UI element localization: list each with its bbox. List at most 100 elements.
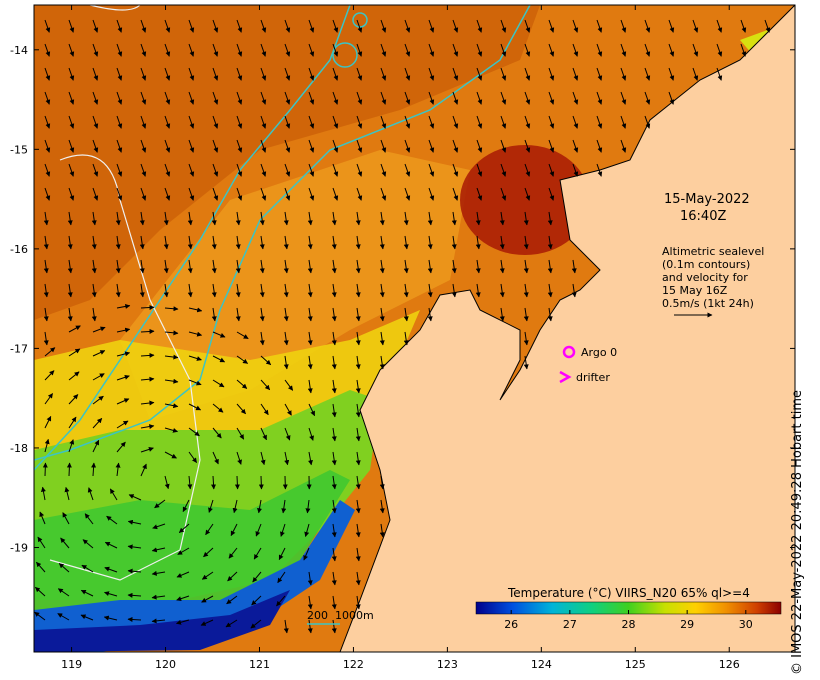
velocity-arrow [44, 91, 51, 105]
velocity-arrow [115, 259, 121, 274]
velocity-arrow [80, 589, 94, 597]
velocity-arrow [307, 307, 313, 322]
velocity-arrow [548, 43, 555, 57]
velocity-arrow [452, 139, 459, 153]
velocity-arrow [140, 67, 147, 81]
velocity-arrow [164, 19, 171, 33]
velocity-arrow [116, 19, 123, 33]
velocity-arrow [403, 211, 409, 226]
velocity-arrow [212, 379, 225, 388]
velocity-arrow [331, 523, 337, 538]
velocity-arrow [43, 259, 49, 274]
velocity-arrow [116, 303, 131, 309]
velocity-arrow [452, 67, 459, 81]
velocity-arrow [547, 259, 553, 274]
velocity-arrow [692, 19, 699, 33]
velocity-arrow [163, 283, 169, 298]
velocity-arrow [44, 187, 51, 201]
velocity-arrow [64, 486, 70, 501]
velocity-arrow [428, 91, 435, 105]
velocity-arrow [188, 187, 195, 201]
velocity-arrow [128, 494, 142, 501]
velocity-arrow [260, 163, 267, 177]
velocity-arrow [127, 544, 142, 550]
velocity-arrow [403, 259, 409, 274]
velocity-arrow [427, 283, 433, 298]
velocity-arrow [572, 139, 579, 153]
velocity-arrow [332, 139, 339, 153]
velocity-arrow [500, 91, 507, 105]
velocity-arrow [355, 499, 361, 514]
velocity-arrow [476, 67, 483, 81]
velocity-arrow [212, 19, 219, 33]
velocity-arrow [235, 235, 241, 250]
velocity-arrow [139, 235, 145, 250]
velocity-arrow [356, 67, 363, 81]
velocity-arrow [188, 163, 195, 177]
velocity-arrow [281, 499, 287, 514]
velocity-arrow [428, 43, 435, 57]
velocity-arrow [116, 67, 123, 81]
velocity-arrow [201, 571, 214, 580]
velocity-arrow [307, 211, 313, 226]
velocity-arrow [92, 187, 99, 201]
velocity-arrow [331, 379, 337, 394]
velocity-arrow [68, 163, 75, 177]
velocity-arrow [140, 328, 155, 334]
y-tick-label: -17 [10, 342, 28, 355]
velocity-arrow [235, 259, 241, 274]
velocity-arrow [379, 283, 385, 298]
velocity-arrow [355, 211, 361, 226]
velocity-arrow [476, 43, 483, 57]
y-tick-label: -16 [10, 243, 28, 256]
velocity-arrow [547, 211, 553, 226]
velocity-arrow [68, 91, 75, 105]
velocity-arrow [115, 235, 121, 250]
velocity-arrow [154, 499, 166, 509]
velocity-arrow [283, 307, 289, 322]
velocity-arrow [140, 163, 147, 177]
velocity-arrow [92, 139, 99, 153]
velocity-arrow [151, 547, 166, 553]
velocity-arrow [235, 283, 241, 298]
y-axis: -14 -15 -16 -17 -18 -19 [10, 44, 795, 554]
velocity-arrow [116, 91, 123, 105]
velocity-arrow [103, 615, 118, 621]
velocity-arrow [284, 91, 291, 105]
velocity-arrow [668, 19, 675, 33]
velocity-arrow [428, 19, 435, 33]
velocity-arrow [331, 259, 337, 274]
velocity-arrow [44, 115, 51, 129]
velocity-arrow [68, 139, 75, 153]
velocity-arrow [212, 355, 226, 363]
velocity-arrow [308, 163, 315, 177]
velocity-arrow [404, 91, 411, 105]
velocity-arrow [596, 43, 603, 57]
velocity-arrow [164, 475, 170, 490]
velocity-arrow [260, 43, 267, 57]
velocity-arrow [499, 259, 505, 274]
velocity-arrow [379, 499, 385, 514]
velocity-arrow [139, 259, 145, 274]
velocity-arrow [116, 187, 123, 201]
velocity-arrow [523, 355, 529, 370]
velocity-arrow [644, 115, 651, 129]
velocity-arrow [178, 523, 190, 533]
velocity-arrow [380, 19, 387, 33]
velocity-arrow [596, 91, 603, 105]
velocity-arrow [332, 163, 339, 177]
velocity-arrow [211, 283, 217, 298]
velocity-arrow [404, 43, 411, 57]
colorbar-tick-label: 28 [622, 618, 636, 631]
velocity-arrow [140, 187, 147, 201]
velocity-arrow [116, 374, 130, 381]
velocity-arrow [356, 187, 363, 201]
velocity-arrow [187, 235, 193, 250]
velocity-arrow [212, 67, 219, 81]
velocity-arrow [212, 43, 219, 57]
velocity-arrow [283, 211, 289, 226]
velocity-arrow [308, 427, 314, 441]
velocity-arrow [356, 91, 363, 105]
velocity-arrow [212, 451, 219, 465]
